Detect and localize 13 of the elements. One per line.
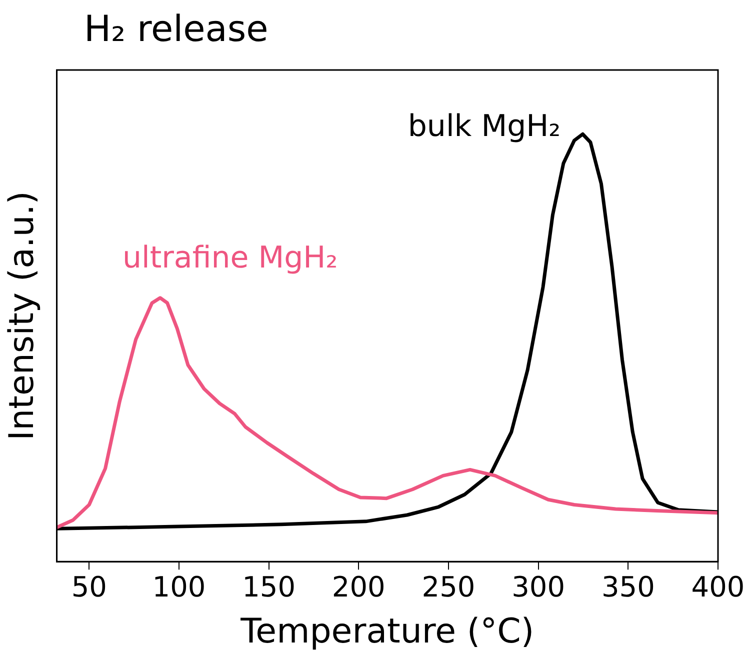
x-tick-label: 150 bbox=[242, 570, 296, 604]
y-axis-title: Intensity (a.u.) bbox=[2, 191, 42, 440]
x-tick-label: 50 bbox=[71, 570, 107, 604]
series-label: bulk MgH₂ bbox=[408, 108, 561, 144]
x-tick-label: 400 bbox=[691, 570, 745, 604]
x-tick-label: 350 bbox=[601, 570, 655, 604]
x-tick-label: 200 bbox=[332, 570, 386, 604]
x-tick-label: 250 bbox=[422, 570, 476, 604]
x-tick-label: 300 bbox=[512, 570, 566, 604]
series-label: ultrafine MgH₂ bbox=[122, 240, 338, 276]
x-axis-title: Temperature (°C) bbox=[240, 611, 534, 652]
chart-title: H₂ release bbox=[83, 8, 270, 52]
x-tick-label: 100 bbox=[152, 570, 206, 604]
